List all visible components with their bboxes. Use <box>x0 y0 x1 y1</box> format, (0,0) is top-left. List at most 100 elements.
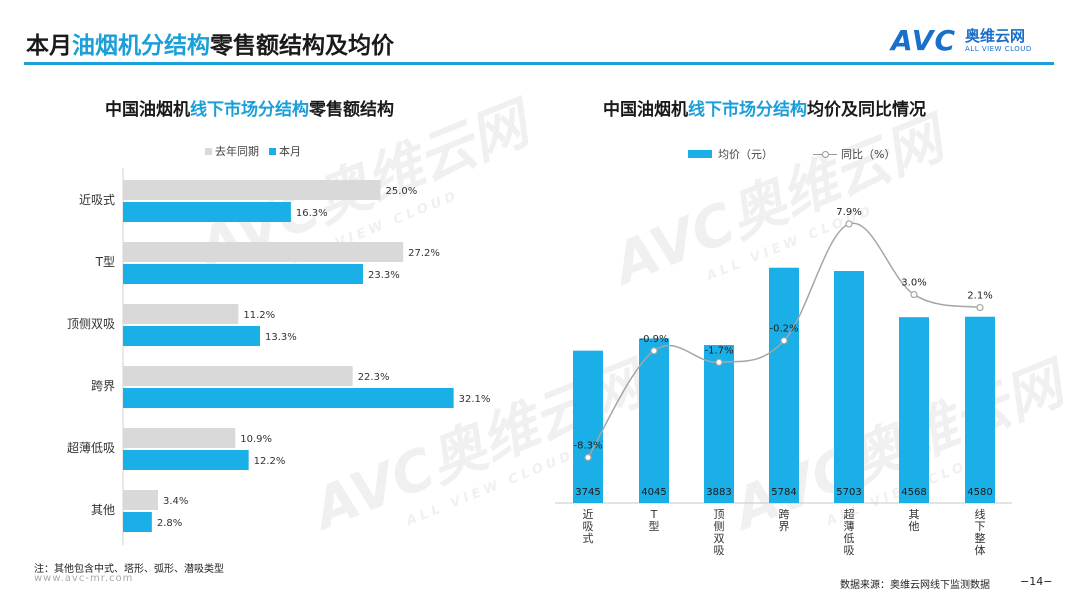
bar-current <box>123 388 454 408</box>
bar-last-year <box>123 490 159 510</box>
category-label-char: 型 <box>649 519 660 533</box>
avc-logo: AVC 奥维云网 ALL VIEW CLOUD <box>891 24 1061 58</box>
bar-current <box>123 326 260 346</box>
category-label-char: 近 <box>583 508 594 521</box>
category-label-char: 界 <box>779 520 790 533</box>
data-label: 10.9% <box>240 434 272 445</box>
data-label: 32.1% <box>459 394 491 405</box>
bar-last-year <box>123 304 239 324</box>
price-label: 4580 <box>967 487 992 498</box>
bar-current <box>123 450 249 470</box>
data-label: 3.4% <box>163 496 188 507</box>
category-label: 其他 <box>91 503 115 517</box>
category-label-char: 他 <box>909 520 920 533</box>
bar-current <box>123 202 291 222</box>
price-label: 4568 <box>901 487 926 498</box>
yoy-point <box>780 337 788 345</box>
category-label-char: 薄 <box>844 519 855 533</box>
yoy-label: 7.9% <box>836 207 861 218</box>
category-label-char: 超 <box>844 507 855 521</box>
legend-bar-icon <box>688 150 712 158</box>
data-label: 25.0% <box>386 186 418 197</box>
yoy-point <box>584 453 592 462</box>
yoy-point <box>976 303 984 312</box>
legend-item-yoy: 同比（%） <box>813 146 895 162</box>
data-label: 13.3% <box>265 332 297 343</box>
category-label-char: 吸 <box>583 520 594 533</box>
data-label: 16.3% <box>296 208 328 219</box>
category-label-char: 顶 <box>714 508 725 521</box>
price-label: 4045 <box>641 487 666 498</box>
price-bar <box>965 316 995 503</box>
price-bar <box>769 267 799 503</box>
category-label: T型 <box>95 255 115 269</box>
yoy-label: -1.7% <box>704 345 733 356</box>
category-label-char: 其 <box>909 508 920 521</box>
yoy-label: 2.1% <box>967 291 992 302</box>
bar-last-year <box>123 366 353 386</box>
yoy-label: -0.9% <box>639 334 668 345</box>
price-label: 3883 <box>706 487 731 498</box>
price-label: 5703 <box>836 487 861 498</box>
bar-current <box>123 264 363 284</box>
data-source: 数据来源：奥维云网线下监测数据 <box>840 580 990 591</box>
category-label-char: 整 <box>975 531 986 545</box>
category-label-char: 线 <box>975 507 986 521</box>
legend-swatch-icon <box>205 147 212 155</box>
logo-mark: AVC <box>891 24 956 57</box>
page-title: 本月油烟机分结构零售额结构及均价 <box>26 33 394 59</box>
category-label-char: 吸 <box>844 544 855 557</box>
category-label: 顶侧双吸 <box>67 317 115 331</box>
yoy-point <box>910 290 918 299</box>
data-label: 12.2% <box>254 456 286 467</box>
yoy-point <box>845 220 853 228</box>
category-label-char: 式 <box>583 532 594 545</box>
bar-last-year <box>123 180 381 200</box>
category-label: 超薄低吸 <box>67 440 115 455</box>
page-number: −14− <box>1020 575 1053 588</box>
footnote: 注：其他包含中式、塔形、弧形、潜吸类型 <box>34 564 224 575</box>
category-label-char: 侧 <box>714 520 725 533</box>
category-label-char: 跨 <box>779 508 790 521</box>
left-chart-title: 中国油烟机线下市场分结构零售额结构 <box>105 100 394 120</box>
yoy-label: -8.3% <box>573 440 602 451</box>
price-bar <box>639 338 669 503</box>
category-label-char: 低 <box>844 532 855 545</box>
data-label: 11.2% <box>243 310 275 321</box>
yoy-label: 3.0% <box>901 278 926 289</box>
category-label: 跨界 <box>91 379 115 393</box>
data-label: 2.8% <box>157 518 182 529</box>
price-bar <box>573 350 603 503</box>
legend-item-current: 本月 <box>269 143 301 159</box>
header: 本月油烟机分结构零售额结构及均价 AVC 奥维云网 ALL VIEW CLOUD <box>0 0 1080 66</box>
legend-swatch-icon <box>269 147 276 155</box>
category-label-char: 下 <box>975 520 986 533</box>
price-bar <box>899 317 929 503</box>
category-label: 近吸式 <box>79 193 115 207</box>
left-chart-legend: 去年同期 本月 <box>205 143 311 159</box>
category-label-char: T <box>650 508 658 521</box>
category-label-char: 吸 <box>714 544 725 557</box>
header-rule <box>24 62 1054 65</box>
price-label: 5784 <box>771 487 796 498</box>
price-bar <box>704 345 734 503</box>
legend-item-last-year: 去年同期 <box>205 143 259 159</box>
category-label-char: 体 <box>975 543 986 557</box>
yoy-label: -0.2% <box>769 324 798 335</box>
bar-current <box>123 512 152 532</box>
category-label-char: 双 <box>714 532 725 545</box>
bar-last-year <box>123 428 236 448</box>
logo-cn: 奥维云网 <box>965 27 1026 45</box>
website-link[interactable]: www.avc-mr.com <box>34 573 134 584</box>
price-label: 3745 <box>575 487 600 498</box>
data-label: 27.2% <box>408 248 440 259</box>
logo-en: ALL VIEW CLOUD <box>965 45 1032 53</box>
yoy-point <box>715 358 723 366</box>
yoy-point <box>650 347 658 355</box>
data-label: 23.3% <box>368 270 400 281</box>
price-bar <box>834 271 864 503</box>
data-label: 22.3% <box>358 372 390 383</box>
bar-last-year <box>123 242 404 262</box>
